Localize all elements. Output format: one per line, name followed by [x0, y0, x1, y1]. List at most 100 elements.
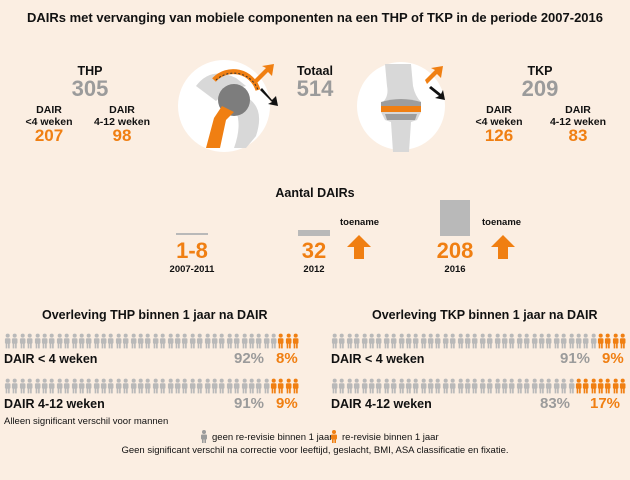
person-gray-icon: [464, 333, 471, 349]
person-gray-icon: [19, 378, 26, 394]
totaal-label: Totaal: [297, 64, 333, 78]
person-orange-icon: [285, 333, 292, 349]
person-orange-icon: [270, 378, 277, 394]
person-gray-icon: [479, 378, 486, 394]
person-gray-icon: [368, 378, 375, 394]
person-gray-icon: [167, 378, 174, 394]
person-gray-icon: [86, 378, 92, 394]
thp-sub2-value: 98: [112, 126, 132, 145]
person-gray-icon: [49, 333, 55, 349]
person-gray-icon: [376, 333, 382, 349]
person-orange-icon: [285, 378, 292, 394]
aantal-period-2016: 2016: [444, 264, 466, 275]
person-gray-icon: [442, 378, 449, 394]
person-gray-icon: [487, 333, 493, 349]
person-gray-icon: [41, 378, 48, 394]
person-gray-icon: [420, 378, 427, 394]
person-gray-icon: [41, 333, 48, 349]
person-gray-icon: [182, 333, 188, 349]
person-gray-icon: [93, 378, 100, 394]
person-gray-icon: [553, 378, 560, 394]
person-gray-icon: [420, 333, 427, 349]
person-gray-icon: [524, 333, 530, 349]
person-gray-icon: [49, 378, 55, 394]
person-gray-icon: [346, 333, 353, 349]
person-orange-icon: [612, 333, 619, 349]
aantal-bar-2007-2011: [176, 233, 208, 235]
person-gray-icon: [211, 378, 218, 394]
arrow-up-icon: [491, 235, 515, 259]
person-gray-icon: [346, 378, 353, 394]
person-gray-icon: [101, 333, 107, 349]
person-gray-icon: [71, 378, 77, 394]
person-gray-icon: [368, 333, 375, 349]
aantal-title: Aantal DAIRs: [275, 186, 355, 200]
knee-implant-illustration: [357, 62, 445, 152]
person-orange-icon: [575, 378, 582, 394]
legend-footnote: Geen significant verschil na correctie v…: [121, 445, 509, 456]
tkp-row1-label: DAIR < 4 weken: [331, 352, 425, 366]
person-gray-icon: [546, 333, 552, 349]
person-gray-icon: [201, 430, 207, 443]
person-gray-icon: [376, 378, 382, 394]
person-orange-icon: [597, 333, 604, 349]
person-gray-icon: [86, 333, 92, 349]
person-gray-icon: [435, 333, 441, 349]
overleving-tkp-title: Overleving TKP binnen 1 jaar na DAIR: [372, 308, 598, 322]
person-gray-icon: [450, 333, 456, 349]
person-gray-icon: [12, 333, 18, 349]
person-gray-icon: [509, 378, 515, 394]
person-gray-icon: [405, 378, 412, 394]
tkp-row2-label: DAIR 4-12 weken: [331, 397, 432, 411]
person-gray-icon: [137, 378, 144, 394]
person-gray-icon: [204, 333, 211, 349]
person-gray-icon: [130, 378, 137, 394]
person-gray-icon: [211, 333, 218, 349]
person-gray-icon: [219, 333, 225, 349]
person-gray-icon: [568, 333, 574, 349]
person-gray-icon: [234, 378, 240, 394]
person-gray-icon: [531, 333, 538, 349]
thp-row1-gray-pct: 92%: [234, 350, 265, 367]
tkp-sub2-label: DAIR 4-12 weken: [549, 104, 607, 128]
person-gray-icon: [501, 333, 508, 349]
aantal-bar-2012: [298, 230, 330, 236]
tkp-sub1-label: DAIR <4 weken: [475, 104, 523, 128]
person-orange-icon: [293, 333, 299, 349]
arrow-up-icon: [347, 235, 371, 259]
person-gray-icon: [450, 378, 456, 394]
person-gray-icon: [435, 378, 441, 394]
person-orange-icon: [620, 378, 626, 394]
thp-value: 305: [71, 76, 109, 101]
person-gray-icon: [152, 378, 159, 394]
person-gray-icon: [442, 333, 449, 349]
tkp-sub2-value: 83: [568, 126, 588, 145]
person-gray-icon: [398, 333, 404, 349]
aantal-period-2012: 2012: [303, 264, 325, 275]
person-gray-icon: [590, 333, 597, 349]
person-gray-icon: [501, 378, 508, 394]
tkp-value: 209: [521, 76, 559, 101]
person-gray-icon: [479, 333, 486, 349]
thp-sub1-label: DAIR <4 weken: [25, 104, 73, 128]
person-gray-icon: [494, 378, 501, 394]
person-gray-icon: [531, 378, 538, 394]
person-gray-icon: [524, 378, 530, 394]
thp-row2-orange-pct: 9%: [276, 395, 298, 412]
person-gray-icon: [130, 333, 137, 349]
person-gray-icon: [457, 378, 464, 394]
person-gray-icon: [361, 333, 368, 349]
person-gray-icon: [383, 378, 390, 394]
person-gray-icon: [331, 378, 338, 394]
person-orange-icon: [278, 378, 284, 394]
person-gray-icon: [428, 333, 434, 349]
person-orange-icon: [597, 378, 604, 394]
person-gray-icon: [538, 378, 545, 394]
person-gray-icon: [546, 378, 552, 394]
person-gray-icon: [538, 333, 545, 349]
person-gray-icon: [27, 378, 33, 394]
person-gray-icon: [561, 333, 567, 349]
person-gray-icon: [405, 333, 412, 349]
person-gray-icon: [263, 378, 270, 394]
person-gray-icon: [575, 333, 582, 349]
